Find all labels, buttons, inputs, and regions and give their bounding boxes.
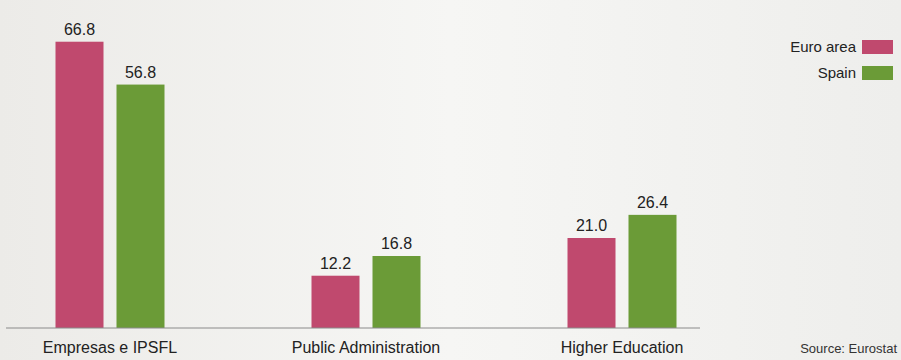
legend-swatch <box>862 66 893 80</box>
source-note: Source: Eurostat <box>800 341 897 356</box>
category-label: Higher Education <box>561 339 684 356</box>
chart-container: 66.8 12.2 21.0 56.8 16.8 26.4 Empresas e IPSFL… <box>0 0 901 360</box>
bars <box>56 42 677 328</box>
bar <box>629 215 677 328</box>
data-label: 66.8 <box>64 21 95 38</box>
data-labels: 66.8 12.2 21.0 56.8 16.8 26.4 <box>64 21 668 272</box>
legend-label: Spain <box>818 64 856 81</box>
bar <box>568 238 616 328</box>
legend-label: Euro area <box>790 38 857 55</box>
bar <box>56 42 104 328</box>
data-label: 16.8 <box>381 235 412 252</box>
bar <box>117 85 165 328</box>
data-label: 21.0 <box>576 217 607 234</box>
data-label: 26.4 <box>637 194 668 211</box>
category-label: Public Administration <box>292 339 441 356</box>
data-label: 56.8 <box>125 64 156 81</box>
legend: Euro area Spain <box>790 38 893 81</box>
baseline <box>6 328 700 329</box>
background <box>0 0 901 360</box>
chart-svg: 66.8 12.2 21.0 56.8 16.8 26.4 Empresas e IPSFL… <box>0 0 901 360</box>
bar <box>312 276 360 328</box>
bar <box>373 256 421 328</box>
data-label: 12.2 <box>320 255 351 272</box>
category-label: Empresas e IPSFL <box>43 339 177 356</box>
legend-swatch <box>862 40 893 54</box>
